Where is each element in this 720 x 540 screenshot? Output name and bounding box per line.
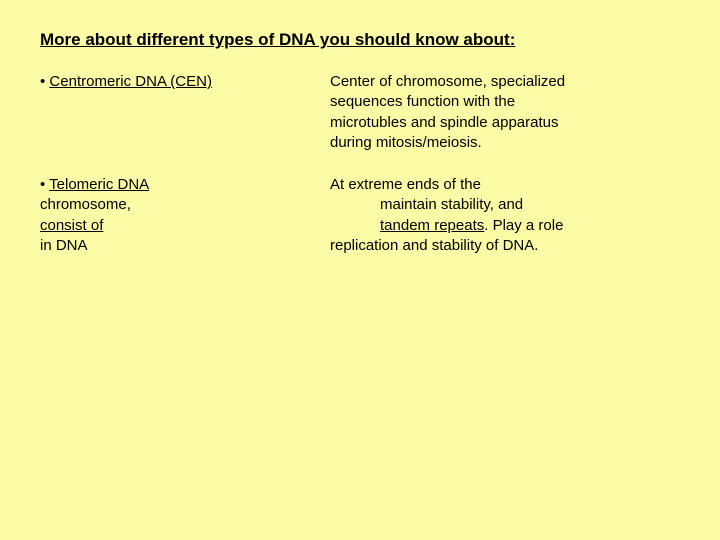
row2-left-line: in DNA <box>40 236 330 256</box>
row2-label: Telomeric DNA <box>49 176 149 193</box>
row1-desc-line: sequences function with the <box>330 92 680 112</box>
row1-right: Center of chromosome, specialized sequen… <box>330 72 680 153</box>
row1-desc-line: microtubles and spindle apparatus <box>330 113 680 133</box>
row2-left-line: chromosome, <box>40 195 330 215</box>
row2-consist: consist of <box>40 217 103 234</box>
row-telomeric: • Telomeric DNA chromosome, consist of i… <box>40 175 680 256</box>
row2-tandem: tandem repeats <box>380 217 484 234</box>
row2-left-line: consist of <box>40 216 330 236</box>
row2-left: • Telomeric DNA chromosome, consist of i… <box>40 175 330 256</box>
bullet: • <box>40 176 49 193</box>
row1-left: • Centromeric DNA (CEN) <box>40 72 330 153</box>
row1-desc-line: Center of chromosome, specialized <box>330 72 680 92</box>
row2-desc-line: replication and stability of DNA. <box>330 236 680 256</box>
row2-right: At extreme ends of the maintain stabilit… <box>330 175 680 256</box>
row2-left-line: • Telomeric DNA <box>40 175 330 195</box>
row2-post: . Play a role <box>484 217 563 234</box>
row2-desc-line: tandem repeats. Play a role <box>330 216 680 236</box>
row1-desc-line: during mitosis/meiosis. <box>330 133 680 153</box>
row-centromeric: • Centromeric DNA (CEN) Center of chromo… <box>40 72 680 153</box>
page-title: More about different types of DNA you sh… <box>40 30 680 50</box>
bullet: • <box>40 73 49 90</box>
row2-desc-line: maintain stability, and <box>330 195 680 215</box>
row2-desc-line: At extreme ends of the <box>330 175 680 195</box>
row1-label: Centromeric DNA (CEN) <box>49 73 212 90</box>
